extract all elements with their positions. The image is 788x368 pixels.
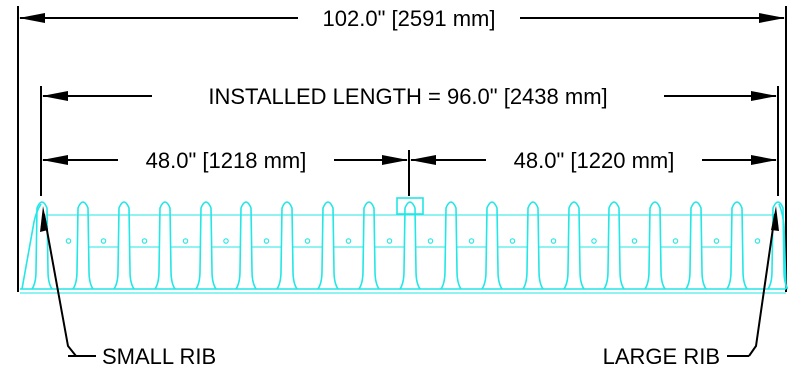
chamber-rib <box>358 201 380 290</box>
chamber-rib <box>685 201 707 290</box>
chamber-rib <box>726 201 748 290</box>
chamber-port-hole <box>713 238 720 244</box>
chamber-rib <box>235 201 257 290</box>
chamber-port-hole <box>345 238 352 244</box>
half-length-dimensions: 48.0" [1218 mm] 48.0" [1220 mm] <box>42 148 777 196</box>
chamber-port-hole <box>468 238 475 244</box>
center-joint-tab <box>396 197 424 215</box>
chamber-port-hole <box>263 238 270 244</box>
chamber-port-hole <box>427 238 434 244</box>
chamber-rib <box>72 201 94 290</box>
chamber-rib <box>440 201 462 290</box>
chamber-port-hole <box>182 238 189 244</box>
installed-length-label: INSTALLED LENGTH = 96.0" [2438 mm] <box>208 84 607 109</box>
large-rib-callout: LARGE RIB <box>603 206 779 368</box>
left-half-length-label: 48.0" [1218 mm] <box>146 148 307 173</box>
chamber-ribs <box>31 201 788 290</box>
chamber-port-hole <box>304 238 311 244</box>
chamber-rib <box>154 201 176 290</box>
chamber-left-end-wall <box>21 203 42 290</box>
right-half-length-label: 48.0" [1220 mm] <box>514 148 675 173</box>
installed-length-dimension: INSTALLED LENGTH = 96.0" [2438 mm] <box>40 84 779 196</box>
chamber-port-hole <box>631 238 638 244</box>
overall-length-dimension: 102.0" [2591 mm] <box>17 6 787 292</box>
chamber-port-hole <box>100 238 107 244</box>
chamber-port-hole <box>754 238 761 244</box>
chamber-port-hole <box>223 238 229 244</box>
chamber-rib <box>113 201 135 290</box>
chamber-rib <box>317 201 339 290</box>
right-half-arrowhead-right <box>751 155 777 165</box>
chamber-port-hole <box>65 238 72 244</box>
small-rib-leader-line <box>43 213 77 357</box>
installed-arrowhead-right <box>751 91 777 101</box>
small-rib-leader-arrowhead <box>40 206 48 232</box>
chamber-rib <box>276 201 298 290</box>
chamber-rib <box>644 201 666 290</box>
chamber-profile <box>20 197 788 294</box>
chamber-rib <box>31 201 53 290</box>
small-rib-label: SMALL RIB <box>102 344 216 368</box>
large-rib-leader-line <box>748 213 776 357</box>
chamber-port-hole <box>591 238 597 244</box>
chamber-port-hole <box>672 238 679 244</box>
chamber-port-hole <box>141 238 148 244</box>
chamber-rib <box>195 201 217 290</box>
chamber-rib <box>563 201 585 290</box>
left-half-arrowhead-right <box>382 155 408 165</box>
left-half-arrowhead-left <box>42 155 68 165</box>
large-rib-leader-arrowhead <box>771 206 779 231</box>
large-rib-label: LARGE RIB <box>603 344 720 368</box>
chamber-port-hole <box>550 238 557 244</box>
overall-arrowhead-left <box>19 13 45 23</box>
small-rib-callout: SMALL RIB <box>40 206 216 368</box>
installed-arrowhead-left <box>42 91 68 101</box>
chamber-rib <box>481 201 503 290</box>
chamber-port-hole <box>386 238 393 244</box>
chamber-rib <box>399 201 421 290</box>
chamber-rib <box>767 201 788 290</box>
overall-length-label: 102.0" [2591 mm] <box>323 6 496 31</box>
chamber-rib <box>522 201 544 290</box>
right-half-arrowhead-left <box>410 155 436 165</box>
overall-arrowhead-right <box>759 13 785 23</box>
chamber-rib <box>603 201 625 290</box>
chamber-port-hole <box>509 238 516 244</box>
